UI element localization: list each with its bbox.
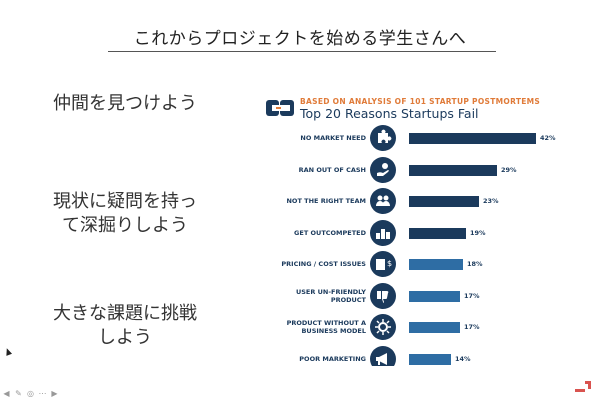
reason-row: POOR MARKETING 14% (262, 345, 562, 367)
bar (409, 259, 463, 270)
presentation-toolbar: ◀ ✎ ◎ ⋯ ▶ (2, 388, 59, 398)
reason-row: NO MARKET NEED 42% (262, 125, 562, 151)
reason-label: NOT THE RIGHT TEAM (262, 190, 366, 212)
reason-label: POOR MARKETING (262, 348, 366, 367)
reason-row: PRODUCT WITHOUT A BUSINESS MODEL 17% (262, 314, 562, 340)
bar-value-label: 14% (455, 354, 471, 363)
price-tag-icon: $ (370, 251, 396, 277)
point-2-line-1: 現状に疑問を持っ (53, 191, 197, 212)
reason-label-line: PRICING / COST ISSUES (281, 260, 366, 268)
podium-icon (370, 219, 396, 246)
bar-value-label: 29% (501, 165, 517, 174)
reason-label-line: RAN OUT OF CASH (298, 165, 366, 174)
startup-failure-infographic: BASED ON ANALYSIS OF 101 STARTUP POSTMOR… (262, 94, 562, 366)
reason-label-line: BUSINESS MODEL (301, 327, 366, 335)
slide-title: これからプロジェクトを始める学生さんへ (133, 29, 467, 49)
reason-label: GET OUTCOMPETED (262, 222, 366, 244)
point-1-line-1: 仲間を見つけよう (53, 93, 197, 114)
reason-label-line: PRODUCT (330, 295, 366, 304)
point-2: 現状に疑問を持っ て深掘りしよう (30, 190, 220, 238)
reason-label: USER UN-FRIENDLY PRODUCT (262, 285, 366, 307)
infographic-subheading: BASED ON ANALYSIS OF 101 STARTUP POSTMOR… (300, 97, 541, 106)
svg-text:$: $ (387, 259, 392, 268)
reason-label-line: NOT THE RIGHT TEAM (286, 197, 366, 205)
bar (409, 353, 451, 365)
bar-value-label: 18% (467, 260, 483, 268)
bar-value-label: 23% (483, 197, 499, 205)
next-slide-icon[interactable]: ▶ (51, 388, 58, 398)
bar-value-label: 19% (470, 228, 486, 237)
cb-insights-logo (266, 100, 294, 116)
reason-label-line: GET OUTCOMPETED (294, 228, 366, 237)
reason-label: NO MARKET NEED (262, 127, 366, 149)
reason-row: USER UN-FRIENDLY PRODUCT 17% (262, 282, 562, 309)
reason-label-line: PRODUCT WITHOUT A (286, 319, 366, 327)
reason-label: PRICING / COST ISSUES (262, 253, 366, 275)
reason-label-line: POOR MARKETING (299, 354, 366, 363)
bar (409, 227, 466, 239)
gear-network-icon (370, 314, 396, 340)
pen-icon[interactable]: ✎ (15, 388, 22, 398)
point-3: 大きな課題に挑戦 しよう (30, 302, 220, 350)
reason-label: PRODUCT WITHOUT A BUSINESS MODEL (262, 316, 366, 338)
bar-value-label: 42% (540, 134, 556, 142)
reason-row: GET OUTCOMPETED 19% (262, 219, 562, 246)
team-icon (370, 188, 396, 214)
point-3-line-2: しよう (98, 327, 152, 348)
bar-value-label: 17% (464, 291, 480, 300)
reason-row: NOT THE RIGHT TEAM 23% (262, 188, 562, 214)
reason-label-line: NO MARKET NEED (300, 134, 366, 142)
point-3-line-1: 大きな課題に挑戦 (53, 303, 197, 324)
bar-value-label: 17% (464, 323, 480, 331)
point-1: 仲間を見つけよう (30, 92, 220, 116)
bar (409, 196, 479, 207)
bar (409, 322, 460, 333)
corner-brand-mark (575, 381, 591, 392)
more-icon[interactable]: ⋯ (38, 388, 47, 398)
bar (409, 290, 460, 302)
thumbs-down-icon (370, 282, 396, 309)
puzzle-icon (370, 125, 396, 151)
point-2-line-2: て深掘りしよう (62, 215, 188, 236)
reason-label-line: USER UN-FRIENDLY (295, 287, 366, 296)
megaphone-icon (370, 345, 396, 366)
infographic-heading: Top 20 Reasons Startups Fail (300, 106, 479, 121)
reason-row: PRICING / COST ISSUES $18% (262, 251, 562, 277)
bar (409, 133, 536, 144)
reason-row: RAN OUT OF CASH 29% (262, 156, 562, 183)
bar (409, 164, 497, 176)
pointer-icon[interactable]: ◎ (27, 388, 34, 398)
title-underline (108, 51, 496, 52)
cash-hand-icon (370, 156, 396, 183)
mouse-cursor (3, 347, 13, 356)
reason-label: RAN OUT OF CASH (262, 159, 366, 181)
prev-slide-icon[interactable]: ◀ (3, 388, 10, 398)
